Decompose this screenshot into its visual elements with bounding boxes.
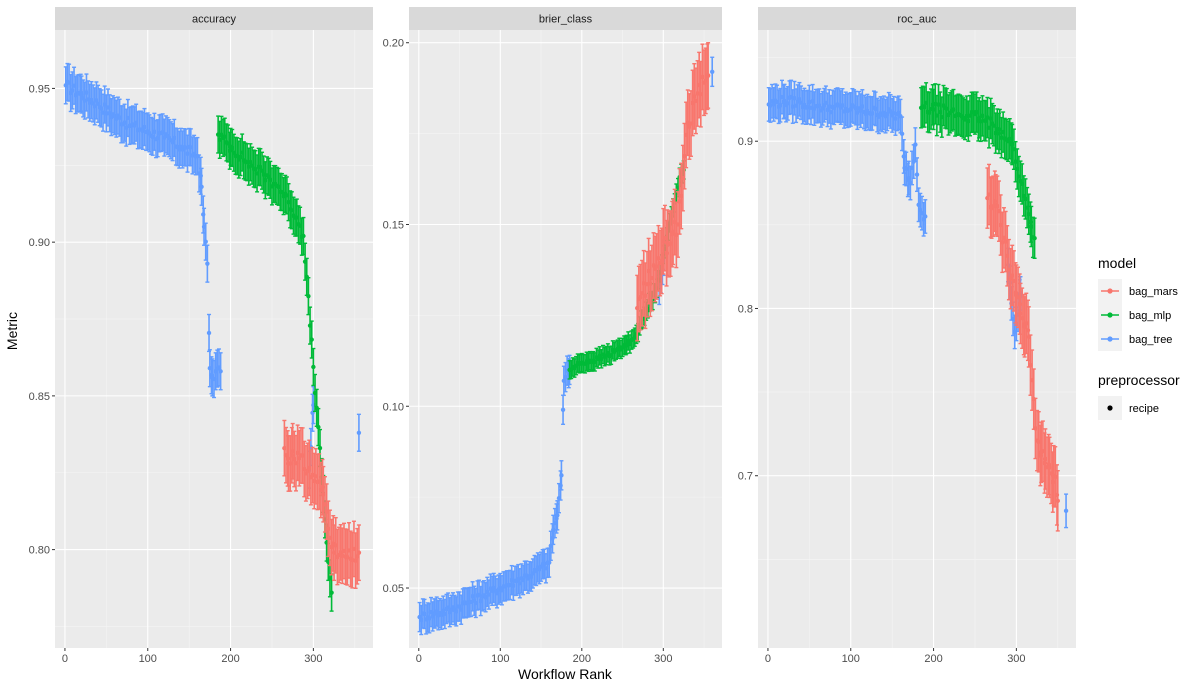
data-point — [301, 233, 306, 239]
data-point — [913, 142, 918, 147]
data-point — [203, 239, 208, 244]
data-point — [205, 261, 210, 266]
series-bag_mars — [282, 419, 362, 589]
x-tick-label: 0 — [62, 653, 68, 665]
y-tick-label: 0.9 — [738, 136, 753, 148]
facet-roc_auc: roc_auc 0 100 200 300 0.7 0.8 0.9 — [738, 7, 1076, 665]
facet-brier_class: brier_class 0 100 200 300 0.05 0.10 0.15 0.20 — [383, 7, 722, 665]
legend-entry-label: recipe — [1129, 403, 1159, 415]
y-tick-label: 0.05 — [383, 583, 404, 595]
data-point — [705, 73, 711, 78]
series-bag_tree — [63, 62, 362, 489]
panel-background — [55, 30, 373, 648]
series-bag_mars — [635, 42, 711, 342]
data-point — [1063, 508, 1069, 514]
data-point — [1032, 236, 1037, 241]
legend-entry-label: bag_mars — [1129, 286, 1178, 298]
data-point — [710, 69, 715, 75]
data-point — [559, 473, 564, 478]
facet-strip — [409, 7, 722, 30]
facet-strip-label: accuracy — [192, 14, 237, 26]
x-tick-label: 300 — [654, 653, 672, 665]
x-tick-label: 0 — [416, 653, 422, 665]
legend-entry-label: bag_mlp — [1129, 310, 1171, 322]
data-point — [546, 560, 552, 565]
y-tick-label: 0.95 — [29, 83, 50, 95]
facet-strip-label: roc_auc — [897, 14, 937, 26]
legend-key-point — [1107, 336, 1113, 342]
legend-key-point — [1107, 405, 1113, 411]
data-point — [317, 445, 323, 451]
data-point — [899, 131, 905, 136]
data-point — [923, 214, 928, 219]
legend-entry-label: bag_tree — [1129, 334, 1172, 346]
y-tick-label: 0.85 — [29, 391, 50, 403]
data-point — [206, 330, 212, 336]
data-point — [555, 513, 560, 518]
y-tick-label: 0.20 — [383, 38, 404, 50]
x-tick-label: 100 — [491, 653, 509, 665]
data-point — [356, 430, 362, 435]
data-point — [329, 590, 334, 595]
legend-key-point — [1107, 288, 1113, 294]
series-bag_mars — [985, 163, 1060, 532]
data-point — [356, 550, 362, 555]
facet-strip — [55, 7, 373, 30]
series-bag_mlp — [918, 82, 1037, 260]
series-bag_tree — [417, 56, 715, 636]
data-point — [309, 337, 314, 342]
x-tick-label: 200 — [924, 653, 942, 665]
y-tick-label: 0.80 — [29, 545, 50, 557]
y-tick-label: 0.10 — [383, 401, 404, 413]
legend-title: model — [1098, 255, 1136, 271]
facet-strip — [758, 7, 1076, 30]
data-point — [560, 407, 566, 412]
y-tick-label: 0.15 — [383, 219, 404, 231]
panel-background — [409, 30, 722, 648]
data-point — [1055, 498, 1060, 504]
legend-key-point — [1107, 312, 1113, 318]
facet-strip-label: brier_class — [539, 14, 593, 26]
series-bag_tree — [766, 79, 1069, 529]
x-tick-label: 300 — [304, 653, 322, 665]
panel-background — [758, 30, 1076, 648]
y-axis-title: Metric — [4, 312, 20, 350]
data-point — [218, 369, 223, 374]
y-tick-label: 0.8 — [738, 303, 753, 315]
x-tick-label: 100 — [139, 653, 157, 665]
y-tick-label: 0.7 — [738, 471, 753, 483]
legend-title: preprocessor — [1098, 372, 1180, 388]
data-point — [306, 293, 311, 299]
x-tick-label: 100 — [842, 653, 860, 665]
x-tick-label: 200 — [221, 653, 239, 665]
data-point — [311, 364, 316, 370]
data-point — [316, 424, 321, 430]
x-tick-label: 0 — [765, 653, 771, 665]
legend: model bag_mars bag_mlp bag_tree preprocessor… — [1098, 255, 1180, 420]
facet-accuracy: accuracy 0 100 200 300 0.80 0.85 0.90 0.95 — [29, 7, 373, 665]
x-tick-label: 300 — [1007, 653, 1025, 665]
x-axis-title: Workflow Rank — [518, 666, 613, 682]
x-tick-label: 200 — [573, 653, 591, 665]
data-point — [914, 172, 920, 177]
data-point — [199, 184, 204, 190]
y-tick-label: 0.90 — [29, 237, 50, 249]
